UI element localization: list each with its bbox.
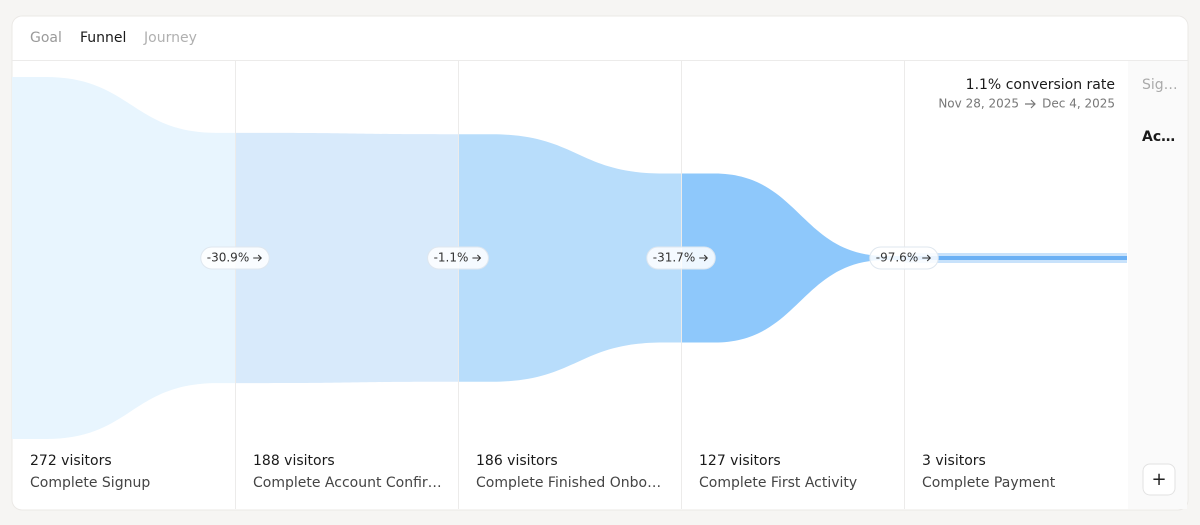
drop-label: -97.6% (876, 251, 918, 265)
side-item[interactable]: Sig… (1142, 77, 1178, 93)
funnel-stage (458, 134, 681, 382)
stage-name: Complete First Activity (699, 475, 857, 491)
drop-label: -30.9% (207, 251, 249, 265)
stage-value: 272 visitors (30, 453, 112, 469)
conversion-rate: 1.1% conversion rate (966, 77, 1115, 93)
stage-name: Complete Payment (922, 475, 1056, 491)
add-button-label[interactable]: + (1151, 469, 1166, 490)
drop-badge (646, 246, 716, 270)
tab-active[interactable]: Funnel (80, 30, 126, 46)
arrow-icon (253, 254, 263, 262)
drop-label: -31.7% (653, 251, 695, 265)
stage-value: 3 visitors (922, 453, 986, 469)
drop-badge (200, 246, 270, 270)
arrow-icon (922, 254, 932, 262)
tab[interactable]: Journey (143, 30, 197, 46)
funnel: 272 visitors Complete Signup 188 visitors C… (12, 61, 1127, 509)
tab[interactable]: Goal (30, 30, 62, 46)
side-panel (1128, 61, 1187, 509)
funnel-stage (235, 132, 458, 384)
arrow-icon (472, 254, 482, 262)
side-item[interactable]: Ac… (1142, 129, 1175, 145)
add-button[interactable] (1142, 463, 1176, 496)
stage-name: Complete Signup (30, 475, 150, 491)
funnel-stage (681, 173, 904, 343)
stage-value: 127 visitors (699, 453, 781, 469)
stage-value: 188 visitors (253, 453, 335, 469)
drop-label: -1.1% (434, 251, 469, 265)
date-to: Dec 4, 2025 (1042, 97, 1115, 111)
drop-badge (869, 246, 939, 270)
drop-badge (427, 246, 489, 270)
arrow-icon (1025, 99, 1036, 109)
stage-halo (904, 253, 1127, 263)
date-from: Nov 28, 2025 (938, 97, 1019, 111)
stage-name: Complete Account Confir… (253, 475, 442, 491)
stage-value: 186 visitors (476, 453, 558, 469)
stage-name: Complete Finished Onbo… (476, 475, 661, 491)
arrow-icon (699, 254, 709, 262)
funnel-stage (904, 256, 1127, 260)
funnel-stage (12, 77, 235, 439)
